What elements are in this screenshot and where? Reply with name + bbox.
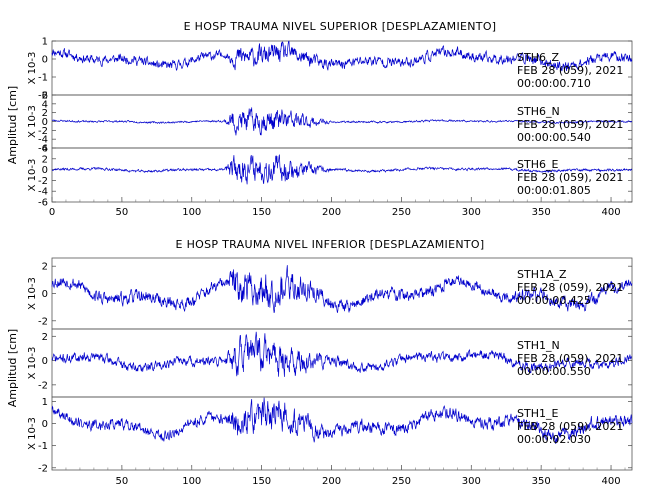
scale-label: X 10-3 bbox=[27, 277, 38, 310]
x-tick-label: 100 bbox=[182, 207, 201, 218]
scale-label: X 10-3 bbox=[27, 417, 38, 450]
y-tick-label: -6 bbox=[38, 198, 48, 209]
y-axis-label-inferior: Amplitud [cm] bbox=[6, 329, 19, 407]
trace-date-label: FEB 28 (059), 2021 bbox=[517, 64, 623, 77]
waveform-line bbox=[51, 331, 633, 377]
x-tick-label: 150 bbox=[252, 476, 271, 487]
x-tick-label: 200 bbox=[322, 207, 341, 218]
trace-date-label: FEB 28 (059), 2021 bbox=[517, 352, 623, 365]
x-tick-label: 200 bbox=[322, 476, 341, 487]
y-tick-label: 0 bbox=[42, 117, 48, 128]
trace-date-label: FEB 28 (059), 2021 bbox=[517, 118, 623, 131]
y-tick-label: -1 bbox=[38, 73, 48, 84]
x-tick-label: 350 bbox=[532, 207, 551, 218]
waveform-line bbox=[51, 265, 633, 313]
y-tick-label: -2 bbox=[38, 91, 48, 102]
trace-time-label: 00:00:00.425 bbox=[517, 294, 591, 307]
y-tick-label: 0 bbox=[42, 55, 48, 66]
x-tick-label: 0 bbox=[49, 207, 55, 218]
x-tick-label: 50 bbox=[116, 207, 129, 218]
trace-time-label: 00:00:01.805 bbox=[517, 184, 591, 197]
waveform-line bbox=[51, 154, 633, 185]
trace-date-label: FEB 28 (059), 2021 bbox=[517, 281, 623, 294]
y-tick-label: 2 bbox=[42, 332, 48, 343]
scale-label: X 10-3 bbox=[27, 347, 38, 380]
x-tick-label: 300 bbox=[462, 207, 481, 218]
y-axis-label-superior: Amplitud [cm] bbox=[6, 86, 19, 164]
y-tick-label: 0 bbox=[42, 165, 48, 176]
y-tick-label: 2 bbox=[42, 154, 48, 165]
x-tick-label: 350 bbox=[532, 476, 551, 487]
trace-station-label: STH6_E bbox=[517, 158, 558, 171]
x-tick-label: 100 bbox=[182, 476, 201, 487]
panel-superior: E HOSP TRAUMA NIVEL SUPERIOR [DESPLAZAMI… bbox=[6, 20, 633, 218]
trace-time-label: 00:00:00.540 bbox=[517, 131, 591, 144]
panel-title-superior: E HOSP TRAUMA NIVEL SUPERIOR [DESPLAZAMI… bbox=[184, 20, 497, 33]
y-tick-label: -2 bbox=[38, 463, 48, 474]
y-tick-label: -1 bbox=[38, 441, 48, 452]
trace-station-label: STH1_N bbox=[517, 339, 560, 352]
scale-label: X 10-3 bbox=[27, 52, 38, 85]
y-tick-label: 0 bbox=[42, 289, 48, 300]
y-tick-label: 0 bbox=[42, 356, 48, 367]
trace-frame bbox=[51, 147, 633, 203]
y-tick-label: -2 bbox=[38, 380, 48, 391]
x-tick-label: 150 bbox=[252, 207, 271, 218]
trace-station-label: STH6_Z bbox=[517, 51, 559, 64]
x-tick-label: 400 bbox=[601, 476, 620, 487]
trace-time-label: 00:00:00.550 bbox=[517, 365, 591, 378]
trace-time-label: 00:00:02.030 bbox=[517, 433, 591, 446]
x-tick-label: 250 bbox=[392, 476, 411, 487]
trace-time-label: 00:00:00.710 bbox=[517, 77, 591, 90]
y-tick-label: 1 bbox=[42, 397, 48, 408]
waveform-line bbox=[51, 40, 633, 72]
x-tick-label: 300 bbox=[462, 476, 481, 487]
waveform-line bbox=[51, 397, 633, 444]
trace-date-label: FEB 28 (059), 2021 bbox=[517, 420, 623, 433]
y-tick-label: -2 bbox=[38, 176, 48, 187]
trace-frame bbox=[51, 396, 633, 471]
y-tick-label: -2 bbox=[38, 126, 48, 137]
x-axis-inferior: 50 100 150 200 250 300 350 400 bbox=[51, 465, 626, 487]
trace-station-label: STH1A_Z bbox=[517, 268, 567, 281]
scale-label: X 10-3 bbox=[27, 105, 38, 138]
y-tick-label: 4 bbox=[42, 99, 48, 110]
trace-date-label: FEB 28 (059), 2021 bbox=[517, 171, 623, 184]
y-tick-label: -6 bbox=[38, 144, 48, 155]
x-axis-superior: 0 50 100 150 200 250 300 350 400 bbox=[49, 197, 626, 218]
y-tick-label: 2 bbox=[42, 108, 48, 119]
trace-station-label: STH1_E bbox=[517, 407, 558, 420]
panel-inferior: E HOSP TRAUMA NIVEL INFERIOR [DESPLAZAMI… bbox=[6, 238, 633, 487]
scale-label: X 10-3 bbox=[27, 159, 38, 192]
y-tick-label: 0 bbox=[42, 419, 48, 430]
panel-title-inferior: E HOSP TRAUMA NIVEL INFERIOR [DESPLAZAMI… bbox=[176, 238, 485, 251]
x-tick-label: 50 bbox=[116, 476, 129, 487]
y-tick-label: 2 bbox=[42, 262, 48, 273]
y-tick-label: -4 bbox=[38, 187, 48, 198]
y-tick-label: -2 bbox=[38, 316, 48, 327]
x-tick-label: 250 bbox=[392, 207, 411, 218]
waveform-line bbox=[52, 107, 633, 136]
y-tick-label: 4 bbox=[42, 144, 48, 155]
x-tick-label: 400 bbox=[601, 207, 620, 218]
y-tick-label: 6 bbox=[42, 91, 48, 102]
y-tick-label: -4 bbox=[38, 135, 48, 146]
trace-station-label: STH6_N bbox=[517, 105, 560, 118]
y-tick-label: 1 bbox=[42, 37, 48, 48]
